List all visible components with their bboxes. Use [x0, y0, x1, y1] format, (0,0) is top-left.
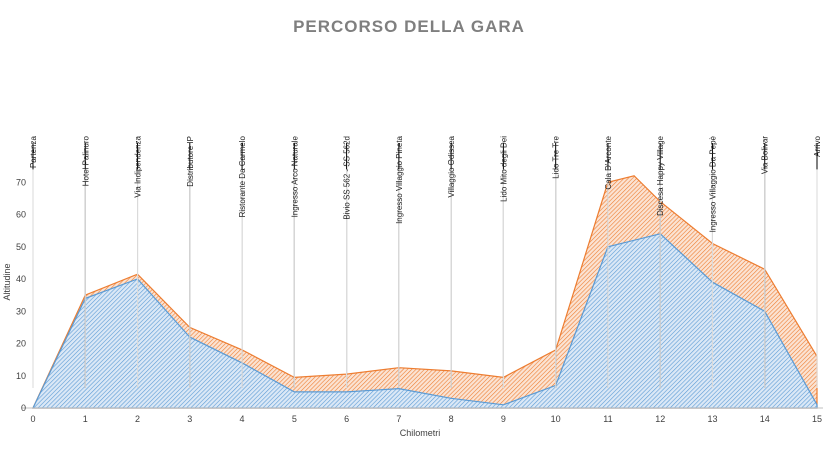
y-axis-label: Altitudine — [2, 263, 12, 300]
y-tick-label: 70 — [16, 177, 26, 187]
x-tick-label: 4 — [240, 414, 245, 424]
y-tick-label: 50 — [16, 242, 26, 252]
chart-title: PERCORSO DELLA GARA — [293, 17, 525, 36]
location-label: Bivio SS 562 - SS 562d — [343, 136, 352, 220]
location-label: Partenza — [29, 135, 38, 168]
location-label: Via Bolivar — [761, 136, 770, 174]
location-label: Ingresso Villaggio Pineta — [395, 135, 404, 223]
x-axis-label: Chilometri — [400, 428, 441, 438]
y-tick-labels: 0 10 20 30 40 50 60 70 — [16, 177, 26, 413]
x-tick-label: 10 — [551, 414, 561, 424]
location-label: Lido Tre Tre — [552, 135, 561, 178]
x-tick-label: 2 — [135, 414, 140, 424]
x-tick-label: 11 — [603, 414, 612, 424]
x-tick-label: 15 — [812, 414, 822, 424]
area-series-group — [32, 175, 818, 409]
x-tick-label: 9 — [501, 414, 506, 424]
location-label: Villaggio Odissea — [447, 135, 456, 197]
location-markers-group — [32, 143, 818, 388]
location-label: Ingresso Arco Naturale — [290, 135, 299, 217]
location-label: Arrivo — [813, 135, 822, 156]
x-tick-labels: 0 1 2 3 4 5 6 7 8 9 10 11 12 13 14 15 — [30, 414, 822, 424]
x-tick-label: 14 — [760, 414, 770, 424]
location-label: Discesa Happy Village — [656, 135, 665, 215]
location-label: Via Indipendenza — [134, 135, 143, 197]
location-label: Ingresso Villaggio Da Pepè — [708, 135, 717, 232]
y-tick-label: 0 — [21, 403, 26, 413]
x-tick-label: 12 — [655, 414, 665, 424]
y-tick-label: 30 — [16, 306, 26, 316]
x-tick-label: 7 — [396, 414, 401, 424]
x-tick-label: 0 — [30, 414, 35, 424]
y-tick-label: 40 — [16, 274, 26, 284]
area-series-1 — [32, 233, 818, 409]
y-tick-label: 20 — [16, 339, 26, 349]
x-tick-label: 3 — [187, 414, 192, 424]
x-tick-label: 8 — [449, 414, 454, 424]
x-tick-label: 5 — [292, 414, 297, 424]
x-tick-label: 13 — [707, 414, 717, 424]
location-label: Ristorante Da Carmelo — [238, 135, 247, 217]
location-label: Hotel Palinuro — [81, 135, 90, 186]
y-tick-label: 10 — [16, 371, 26, 381]
x-tick-label: 6 — [344, 414, 349, 424]
location-label: Distributore IP — [186, 136, 195, 187]
location-label: Lido Mito degli Dei — [499, 136, 508, 202]
y-tick-label: 60 — [16, 210, 26, 220]
location-label: Cala D'Arconte — [604, 135, 613, 189]
x-tick-label: 1 — [83, 414, 88, 424]
location-labels: Partenza Hotel Palinuro Via Indipendenza Di… — [29, 135, 822, 232]
